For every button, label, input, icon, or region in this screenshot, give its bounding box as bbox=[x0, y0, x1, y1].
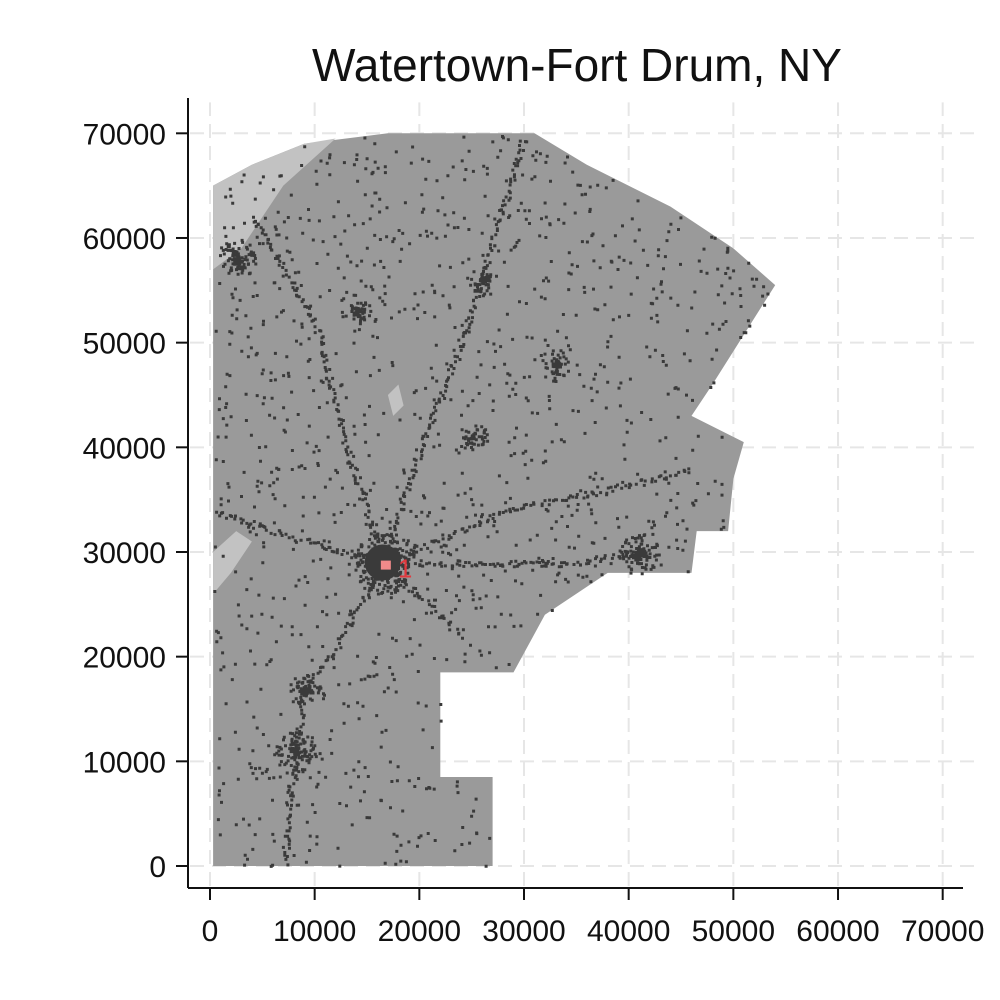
map-title: Watertown-Fort Drum, NY bbox=[312, 39, 842, 91]
water-body bbox=[213, 531, 252, 594]
highlight-marker: 1 bbox=[380, 554, 412, 584]
y-tick-label: 0 bbox=[149, 851, 166, 884]
highlight-label: 1 bbox=[398, 554, 412, 584]
y-tick-label: 50000 bbox=[83, 328, 166, 361]
x-tick-label: 30000 bbox=[482, 915, 565, 948]
y-tick-label: 70000 bbox=[83, 118, 166, 151]
x-tick-label: 60000 bbox=[796, 915, 879, 948]
x-tick-label: 40000 bbox=[587, 915, 670, 948]
x-tick-label: 20000 bbox=[378, 915, 461, 948]
x-tick-label: 10000 bbox=[273, 915, 356, 948]
x-tick-label: 0 bbox=[202, 915, 219, 948]
y-tick-label: 10000 bbox=[83, 746, 166, 779]
x-tick-label: 50000 bbox=[692, 915, 775, 948]
y-tick-label: 30000 bbox=[83, 537, 166, 570]
water-body bbox=[387, 384, 404, 416]
y-tick-label: 40000 bbox=[83, 432, 166, 465]
highlight-cell bbox=[380, 560, 391, 570]
axes: 0 10000 20000 30000 40000 50000 60000 70000 0 100… bbox=[83, 98, 984, 948]
road-dots bbox=[213, 135, 770, 868]
water-body bbox=[213, 138, 336, 270]
x-tick-label: 70000 bbox=[901, 915, 984, 948]
y-tick-label: 20000 bbox=[83, 642, 166, 675]
y-tick-label: 60000 bbox=[83, 223, 166, 256]
